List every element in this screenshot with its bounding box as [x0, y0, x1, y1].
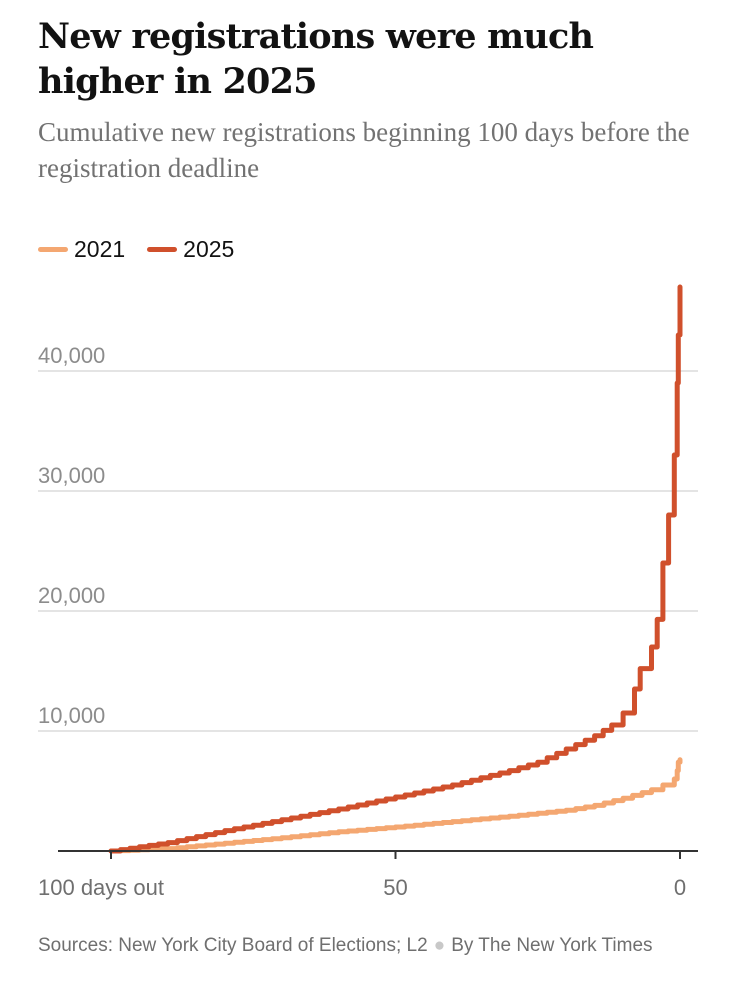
- legend-label-2025: 2025: [183, 235, 235, 262]
- chart-title: New registrations were much higher in 20…: [38, 16, 594, 102]
- y-tick-label-40000: 40,000: [38, 343, 105, 368]
- legend-swatch-2021: [38, 246, 68, 252]
- chart-subtitle: Cumulative new registrations beginning 1…: [38, 117, 690, 183]
- line-chart: 10,000 20,000 30,000 40,000 100 days out 50 0: [38, 284, 698, 900]
- y-tick-label-20000: 20,000: [38, 583, 105, 608]
- source-note: Sources: New York City Board of Election…: [38, 930, 698, 962]
- legend: 2021 2025: [38, 234, 256, 264]
- y-tick-label-10000: 10,000: [38, 703, 105, 728]
- series-line-2025: [108, 284, 683, 854]
- legend-swatch-2025: [147, 246, 178, 252]
- byline: By The New York Times: [451, 935, 653, 956]
- series-line-2021: [108, 757, 683, 854]
- x-tick-label-100: 100 days out: [38, 875, 164, 900]
- legend-label-2021: 2021: [74, 235, 126, 262]
- separator-dot: ●: [433, 935, 446, 956]
- y-tick-label-30000: 30,000: [38, 463, 105, 488]
- source-text: Sources: New York City Board of Election…: [38, 935, 428, 956]
- x-tick-label-50: 50: [383, 875, 407, 900]
- legend-item-2025: 2025: [147, 236, 234, 263]
- x-tick-label-0: 0: [674, 875, 686, 900]
- legend-item-2021: 2021: [38, 236, 125, 263]
